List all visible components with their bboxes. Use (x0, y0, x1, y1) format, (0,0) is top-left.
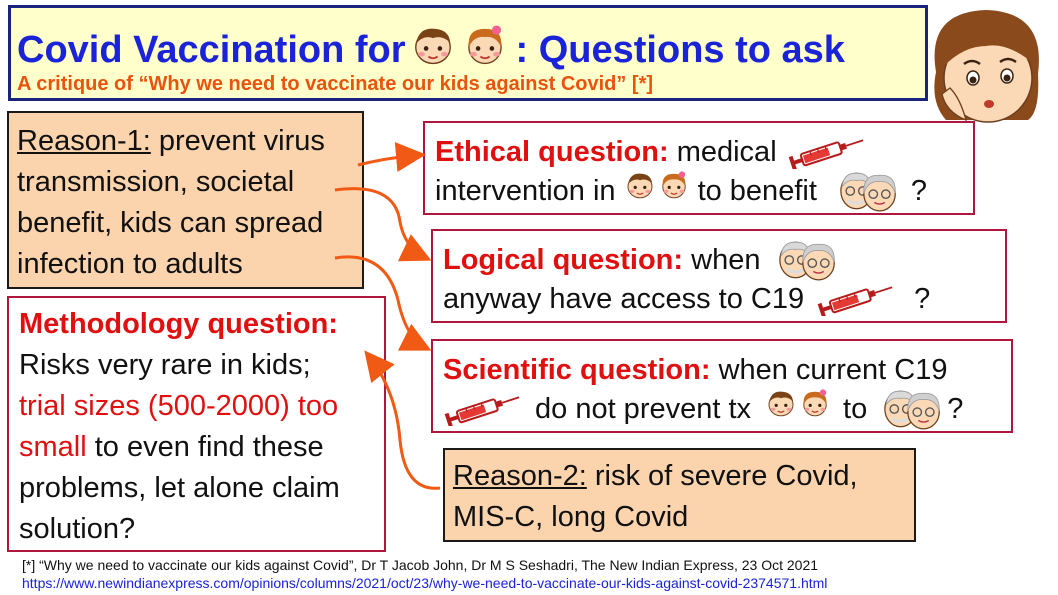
worried-woman-icon (934, 10, 1039, 123)
title-prefix: Covid Vaccination for (17, 28, 406, 71)
kids-icon (410, 22, 508, 78)
methodology-line2: trial sizes (500-2000) too (19, 390, 339, 422)
scientific-label: Scientific question: (443, 353, 711, 386)
ethical-question-box: Ethical question: medical intervention i… (423, 121, 975, 215)
reason1-line1: prevent virus (158, 125, 325, 157)
methodology-line3-rest: to even find these (94, 431, 324, 463)
syringe-icon (787, 135, 867, 169)
ethical-text1: medical (676, 135, 777, 168)
reason2-line2: MIS-C, long Covid (453, 501, 689, 533)
kids-icon (765, 387, 831, 431)
reason1-box: Reason-1: prevent virus transmission, so… (7, 111, 364, 289)
scientific-text1: when current C19 (718, 353, 948, 386)
kids-icon (624, 169, 690, 213)
logical-label: Logical question: (443, 243, 684, 276)
logical-text1: when (691, 243, 761, 276)
ethical-text3: to benefit (697, 174, 817, 207)
scientific-text3: to (843, 392, 868, 425)
page-title: Covid Vaccination for : Questions to ask (17, 22, 845, 78)
reason1-line3: benefit, kids can spread (17, 207, 324, 239)
elderly-couple-icon (833, 168, 901, 214)
logical-question-box: Logical question: when anyway have acces… (431, 229, 1007, 323)
footnote-url-link[interactable]: https://www.newindianexpress.com/opinion… (22, 575, 828, 591)
page-subtitle: A critique of “Why we need to vaccinate … (17, 73, 654, 95)
methodology-label: Methodology question: (19, 308, 338, 340)
logical-text3: ? (914, 282, 931, 315)
scientific-text2: do not prevent tx (535, 392, 752, 425)
methodology-line5: solution? (19, 513, 136, 545)
scientific-question-box: Scientific question: when current C19 do… (431, 339, 1013, 433)
methodology-line4: problems, let alone claim (19, 472, 340, 504)
ethical-text4: ? (910, 174, 928, 207)
scientific-text4: ? (947, 392, 964, 425)
methodology-line3-red: small (19, 431, 87, 463)
logical-text2: anyway have access to C19 (443, 282, 805, 315)
title-suffix: : Questions to ask (515, 28, 845, 71)
reason2-line1: risk of severe Covid, (594, 460, 858, 492)
elderly-couple-icon (877, 386, 945, 432)
title-panel: Covid Vaccination for : Questions to ask… (8, 5, 928, 101)
reason1-line4: infection to adults (17, 248, 243, 280)
ethical-label: Ethical question: (435, 135, 669, 168)
arrow-to-ethical (357, 142, 426, 172)
reason2-label: Reason-2: (453, 460, 587, 492)
methodology-line1: Risks very rare in kids; (19, 349, 311, 381)
syringe-icon (443, 392, 523, 426)
reason1-label: Reason-1: (17, 125, 151, 157)
footnote-reference: [*] “Why we need to vaccinate our kids a… (22, 557, 819, 573)
methodology-question-box: Methodology question: Risks very rare in… (7, 296, 386, 552)
ethical-text2: intervention in (435, 174, 616, 207)
reason2-box: Reason-2: risk of severe Covid, MIS-C, l… (443, 448, 916, 542)
reason1-line2: transmission, societal (17, 166, 295, 198)
elderly-couple-icon (772, 237, 840, 283)
syringe-icon (816, 282, 896, 316)
